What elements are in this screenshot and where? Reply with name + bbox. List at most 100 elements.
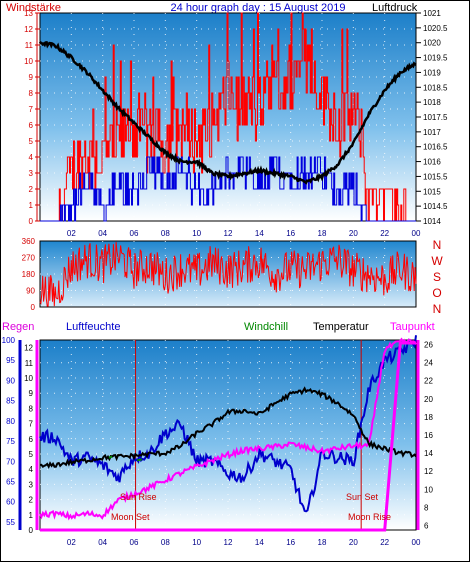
humidity-tick-label: 95 (6, 356, 15, 365)
humidity-temperature-lines (39, 335, 417, 532)
compass-letter: O (432, 286, 441, 300)
wind-strength-label: Windstärke (6, 2, 61, 14)
temperature-tick-label: 24 (424, 359, 433, 368)
time-tick-label: 18 (318, 538, 327, 547)
time-tick-label: 04 (98, 538, 107, 547)
rain-tick-label: 4 (29, 465, 34, 474)
wind-tick-label: 6 (29, 121, 34, 130)
time-tick-label: 22 (380, 538, 389, 547)
time-tick-label: 14 (255, 538, 264, 547)
wind-tick-label: 12 (24, 25, 33, 34)
humidity-tick-label: 80 (6, 417, 15, 426)
time-tick-label: 00 (412, 538, 421, 547)
time-tick-label: 16 (286, 538, 295, 547)
time-tick-label: 20 (349, 538, 358, 547)
pressure-tick-label: 1017 (423, 128, 441, 137)
compass-letter: S (433, 270, 441, 284)
direction-tick-label: 90 (26, 287, 35, 296)
humidity-tick-label: 70 (6, 457, 15, 466)
time-tick-label: 22 (380, 229, 389, 238)
pressure-tick-label: 1019.5 (423, 54, 448, 63)
humidity-tick-label: 90 (6, 376, 15, 385)
compass-letter: N (433, 238, 442, 252)
pressure-tick-label: 1015 (423, 187, 441, 196)
humidity-tick-label: 55 (6, 518, 15, 527)
time-tick-label: 00 (412, 229, 421, 238)
rain-tick-label: 10 (24, 374, 33, 383)
time-tick-label: 16 (286, 229, 295, 238)
rain-tick-label: 8 (29, 404, 34, 413)
rain-tick-label: 6 (29, 435, 34, 444)
pressure-tick-label: 1014.5 (423, 202, 448, 211)
rain-tick-label: 7 (29, 420, 34, 429)
time-tick-label: 06 (130, 538, 139, 547)
humidity-tick-label: 75 (6, 437, 15, 446)
humidity-axis: 55 60 65 70 75 80 85 90 95 100 (2, 336, 22, 530)
time-tick-label: 12 (224, 229, 233, 238)
time-tick-label: 18 (318, 229, 327, 238)
time-tick-label: 02 (67, 538, 76, 547)
time-tick-label: 08 (161, 538, 170, 547)
moon-set-label: Moon Set (111, 512, 150, 522)
dewpoint-legend: Taupunkt (390, 321, 435, 333)
wind-tick-label: 2 (29, 185, 34, 194)
temperature-legend: Temperatur (313, 321, 369, 333)
temperature-tick-label: 8 (424, 503, 429, 512)
temperature-axis: 6 8 10 12 14 16 18 20 22 24 26 (416, 340, 433, 530)
pressure-tick-label: 1014 (423, 217, 441, 226)
humidity-legend: Luftfeuchte (66, 321, 120, 333)
astro-annotations: Sun Rise Moon Set Sun Set Moon Rise (111, 492, 391, 522)
time-tick-label: 12 (224, 538, 233, 547)
pressure-axis: 1014 1014.5 1015 1015.5 1016 1016.5 1017 1017.5… (416, 9, 448, 226)
pressure-line (38, 41, 417, 185)
temperature-tick-label: 20 (424, 395, 433, 404)
rain-tick-label: 11 (25, 359, 34, 368)
graph-title: 24 hour graph day : 15 August 2019 (171, 2, 346, 14)
temperature-line (39, 386, 417, 470)
pressure-tick-label: 1020 (423, 39, 441, 48)
wind-direction-line (39, 241, 417, 307)
rain-tick-label: 9 (29, 389, 34, 398)
temperature-tick-label: 6 (424, 521, 429, 530)
humidity-temperature-x-axis: 02 04 06 08 10 12 14 16 18 20 22 00 (67, 538, 421, 547)
pressure-tick-label: 1018 (423, 98, 441, 107)
temperature-tick-label: 18 (424, 413, 433, 422)
rain-tick-label: 0 (29, 526, 34, 535)
wind-gust-line (40, 12, 416, 222)
humidity-tick-label: 85 (6, 397, 15, 406)
wind-pressure-x-axis: 02 04 06 08 10 12 14 16 18 20 22 00 (67, 229, 421, 238)
time-tick-label: 04 (98, 229, 107, 238)
compass-letter: N (433, 302, 442, 316)
pressure-tick-label: 1020.5 (423, 24, 448, 33)
time-tick-label: 06 (130, 229, 139, 238)
temperature-tick-label: 10 (424, 485, 433, 494)
rain-tick-label: 5 (29, 450, 34, 459)
time-tick-label: 08 (161, 229, 170, 238)
direction-tick-label: 180 (22, 270, 36, 279)
sun-set-label: Sun Set (346, 492, 379, 502)
time-tick-label: 10 (192, 538, 201, 547)
wind-tick-label: 9 (29, 73, 34, 82)
pressure-label: Luftdruck (372, 2, 418, 14)
temperature-tick-label: 12 (424, 467, 433, 476)
wind-tick-label: 4 (29, 153, 34, 162)
rain-tick-label: 3 (29, 480, 34, 489)
rain-tick-label: 12 (24, 344, 33, 353)
direction-axis: 0 90 180 270 360 (22, 237, 36, 312)
sun-rise-label: Sun Rise (120, 492, 157, 502)
direction-tick-label: 270 (22, 254, 36, 263)
time-tick-label: 02 (67, 229, 76, 238)
temperature-tick-label: 26 (424, 341, 433, 350)
rain-tick-label: 2 (29, 496, 34, 505)
wind-tick-label: 1 (29, 201, 34, 210)
temperature-tick-label: 14 (424, 449, 433, 458)
temperature-tick-label: 16 (424, 431, 433, 440)
temperature-tick-label: 22 (424, 377, 433, 386)
humidity-tick-label: 65 (6, 477, 15, 486)
humidity-tick-label: 60 (6, 498, 15, 507)
time-tick-label: 14 (255, 229, 264, 238)
moon-rise-label: Moon Rise (348, 512, 391, 522)
wind-tick-label: 5 (29, 137, 34, 146)
